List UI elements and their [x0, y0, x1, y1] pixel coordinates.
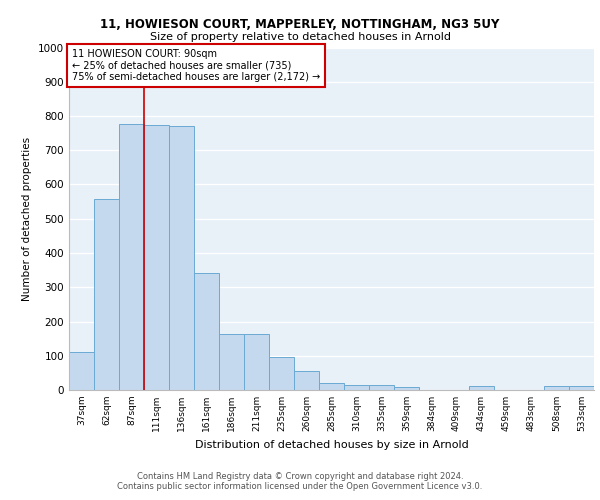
Bar — [394, 386, 419, 390]
Bar — [119, 124, 144, 390]
Bar — [569, 386, 594, 390]
Bar — [244, 334, 269, 390]
Bar — [269, 357, 294, 390]
Bar — [169, 126, 194, 390]
Bar — [194, 272, 219, 390]
Bar — [469, 386, 494, 390]
X-axis label: Distribution of detached houses by size in Arnold: Distribution of detached houses by size … — [194, 440, 469, 450]
Bar — [144, 124, 169, 390]
Bar — [344, 385, 369, 390]
Text: Size of property relative to detached houses in Arnold: Size of property relative to detached ho… — [149, 32, 451, 42]
Bar — [69, 352, 94, 390]
Bar — [219, 334, 244, 390]
Y-axis label: Number of detached properties: Number of detached properties — [22, 136, 32, 301]
Text: Contains public sector information licensed under the Open Government Licence v3: Contains public sector information licen… — [118, 482, 482, 491]
Bar — [369, 385, 394, 390]
Text: 11 HOWIESON COURT: 90sqm
← 25% of detached houses are smaller (735)
75% of semi-: 11 HOWIESON COURT: 90sqm ← 25% of detach… — [71, 49, 320, 82]
Text: Contains HM Land Registry data © Crown copyright and database right 2024.: Contains HM Land Registry data © Crown c… — [137, 472, 463, 481]
Bar — [319, 383, 344, 390]
Text: 11, HOWIESON COURT, MAPPERLEY, NOTTINGHAM, NG3 5UY: 11, HOWIESON COURT, MAPPERLEY, NOTTINGHA… — [100, 18, 500, 30]
Bar — [544, 386, 569, 390]
Bar — [94, 199, 119, 390]
Bar — [294, 371, 319, 390]
